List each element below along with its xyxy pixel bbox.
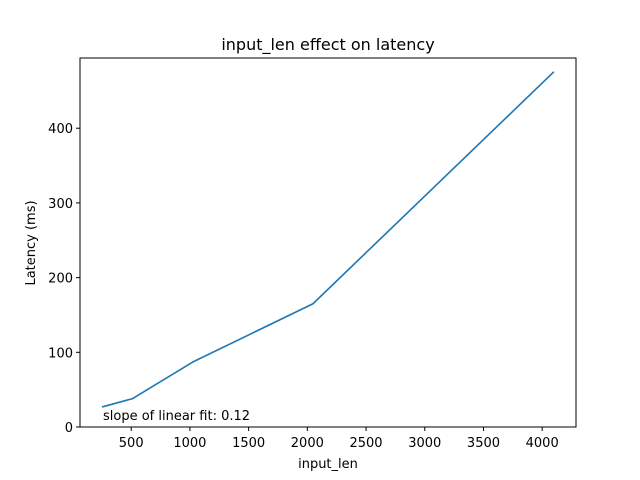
- x-tick-label: 1000: [173, 436, 206, 451]
- fit-slope-annotation: slope of linear fit: 0.12: [103, 409, 250, 424]
- x-tick-label: 4000: [526, 436, 559, 451]
- series-line: [102, 71, 555, 408]
- data-point: [312, 302, 314, 305]
- plot-area: 500 1000 1500 2000 2500 3000 3500 4000 0 100 200 30…: [48, 57, 577, 451]
- x-axis-label: input_len: [298, 457, 358, 472]
- data-point: [101, 406, 104, 408]
- x-tick-label: 3000: [408, 436, 441, 451]
- plot-frame: [79, 57, 577, 428]
- chart-title: input_len effect on latency: [221, 35, 434, 55]
- y-tick-label: 400: [48, 122, 73, 137]
- y-tick-label: 300: [48, 197, 73, 212]
- data-point: [131, 397, 134, 400]
- y-axis-label: Latency (ms): [24, 200, 39, 285]
- y-tick-label: 200: [48, 272, 73, 287]
- x-tick-label: 500: [119, 436, 144, 451]
- data-point: [552, 71, 555, 73]
- x-tick-label: 2000: [291, 436, 324, 451]
- y-tick-label: 100: [48, 346, 73, 361]
- data-point: [191, 361, 194, 363]
- y-tick-label: 0: [65, 421, 73, 436]
- x-tick-label: 1500: [232, 436, 265, 451]
- x-tick-label: 3500: [467, 436, 500, 451]
- x-tick-label: 2500: [349, 436, 382, 451]
